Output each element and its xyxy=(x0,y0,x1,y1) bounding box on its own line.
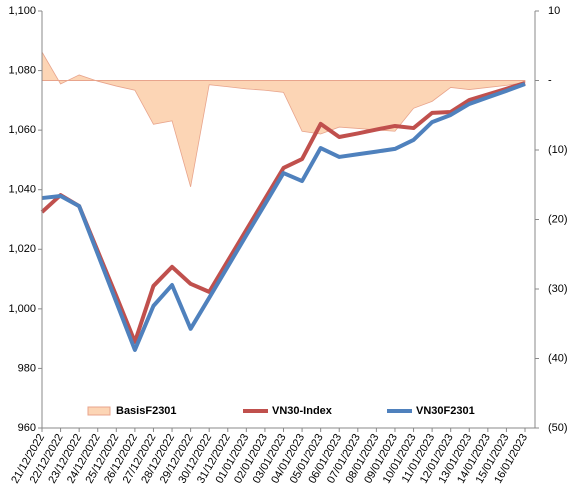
legend-label: VN30-Index xyxy=(272,405,333,417)
y-tick-label: 960 xyxy=(18,422,36,434)
line xyxy=(40,81,526,344)
y-tick-label: 1,080 xyxy=(8,64,36,76)
y-tick-label: 1,000 xyxy=(8,303,36,315)
y-tick-label: 1,020 xyxy=(8,243,36,255)
y-tick-label: 1,100 xyxy=(8,5,36,17)
legend-label: BasisF2301 xyxy=(116,405,177,417)
area xyxy=(41,50,526,187)
y2-tick-label: (20) xyxy=(548,213,568,225)
y-tick-label: 1,060 xyxy=(8,124,36,136)
y2-tick-label: (30) xyxy=(548,283,568,295)
y2-tick-label: (50) xyxy=(548,422,568,434)
line xyxy=(41,82,526,352)
y-tick-label: 1,040 xyxy=(8,184,36,196)
y2-tick-label: (10) xyxy=(548,144,568,156)
y2-tick-label: (40) xyxy=(548,352,568,364)
y2-tick-label: 10 xyxy=(548,5,560,17)
y-tick-label: 980 xyxy=(18,362,36,374)
legend-swatch xyxy=(87,406,111,416)
legend-label: VN30F2301 xyxy=(416,405,475,417)
y2-tick-label: - xyxy=(548,74,552,86)
